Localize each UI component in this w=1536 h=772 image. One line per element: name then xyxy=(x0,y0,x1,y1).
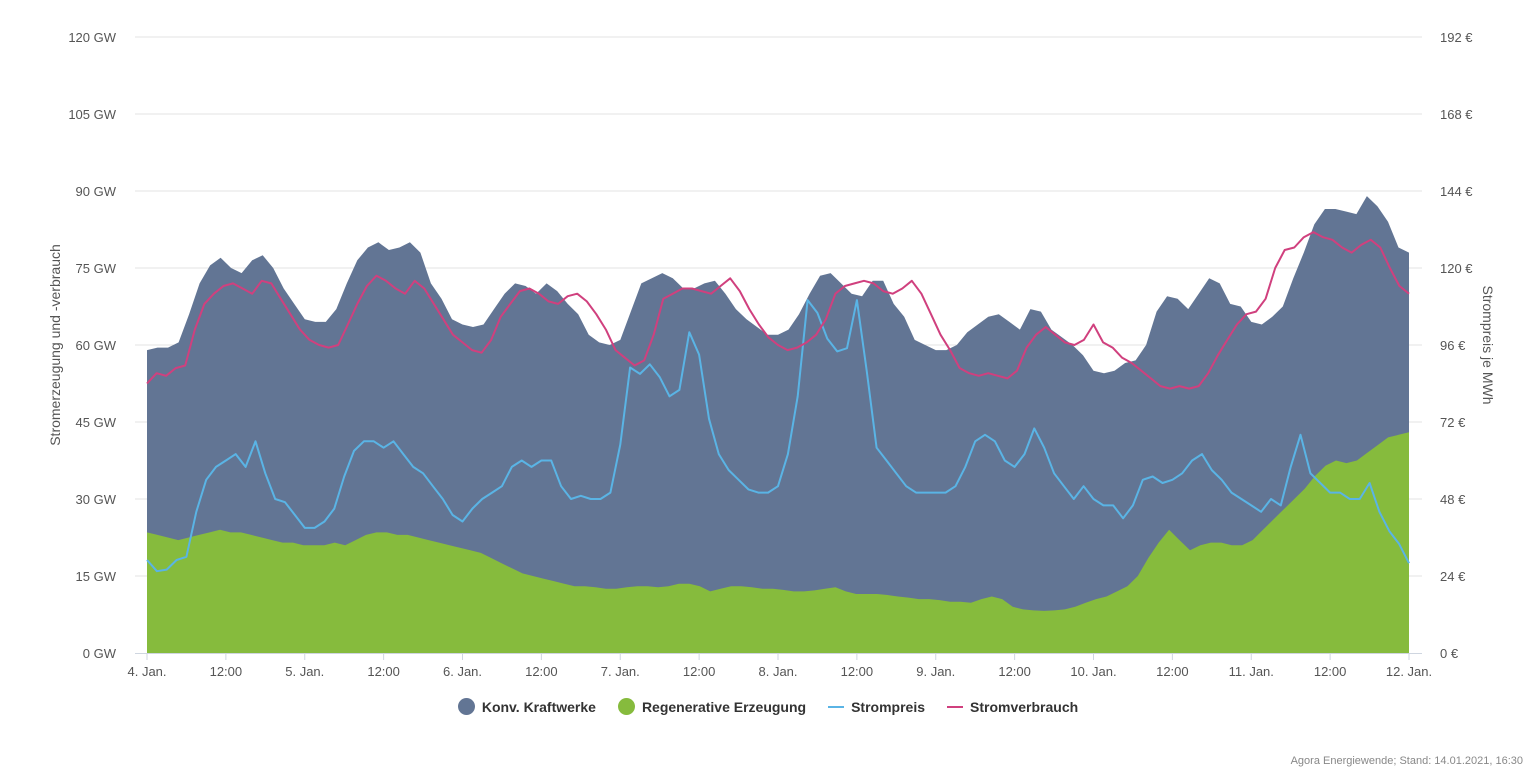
left-tick-label: 15 GW xyxy=(76,569,117,584)
x-tick-label: 6. Jan. xyxy=(443,664,482,679)
right-axis-ticks: 0 € 24 € 48 € 72 € 96 € 120 € 144 € 168 € 192 € xyxy=(1440,30,1473,661)
x-tick-label: 12:00 xyxy=(367,664,400,679)
left-tick-label: 120 GW xyxy=(68,30,116,45)
x-axis-ticks: 4. Jan. 12:00 5. Jan. 12:00 6. Jan. 12:00 7. J… xyxy=(127,653,1432,679)
x-tick-label: 12:00 xyxy=(1314,664,1347,679)
right-tick-label: 0 € xyxy=(1440,646,1459,661)
x-tick-label: 10. Jan. xyxy=(1070,664,1116,679)
x-tick-label: 12:00 xyxy=(683,664,716,679)
right-tick-label: 96 € xyxy=(1440,338,1466,353)
x-tick-label: 12:00 xyxy=(210,664,243,679)
left-axis-ticks: 0 GW 15 GW 30 GW 45 GW 60 GW 75 GW 90 GW 105 GW… xyxy=(68,30,116,661)
left-tick-label: 90 GW xyxy=(76,184,117,199)
area-konv-kraftwerke xyxy=(147,196,1409,653)
x-tick-label: 7. Jan. xyxy=(601,664,640,679)
legend-item-regenerative[interactable]: Regenerative Erzeugung xyxy=(617,698,807,715)
right-tick-label: 72 € xyxy=(1440,415,1466,430)
x-tick-label: 12:00 xyxy=(841,664,874,679)
x-tick-label: 12:00 xyxy=(1156,664,1189,679)
left-tick-label: 30 GW xyxy=(76,492,117,507)
left-tick-label: 75 GW xyxy=(76,261,117,276)
legend-item-strompreis[interactable]: Strompreis xyxy=(828,699,925,715)
legend-label-regenerative: Regenerative Erzeugung xyxy=(641,698,807,715)
area-regenerative-erzeugung xyxy=(147,432,1409,653)
right-tick-label: 120 € xyxy=(1440,261,1473,276)
legend-swatch-strompreis xyxy=(828,705,845,708)
right-tick-label: 168 € xyxy=(1440,107,1473,122)
left-tick-label: 45 GW xyxy=(76,415,117,430)
right-tick-label: 144 € xyxy=(1440,184,1473,199)
legend-swatch-konv xyxy=(457,698,475,715)
line-strompreis xyxy=(146,299,1410,573)
x-tick-label: 5. Jan. xyxy=(285,664,324,679)
source-credit: Agora Energiewende; Stand: 14.01.2021, 1… xyxy=(1290,755,1523,767)
right-tick-label: 24 € xyxy=(1440,569,1466,584)
left-tick-label: 105 GW xyxy=(68,107,116,122)
x-tick-label: 12:00 xyxy=(998,664,1031,679)
x-tick-label: 12. Jan. xyxy=(1386,664,1432,679)
x-tick-label: 4. Jan. xyxy=(127,664,166,679)
line-series xyxy=(146,231,1410,573)
legend-swatch-regenerative xyxy=(617,698,635,715)
right-axis-title: Strompreis je MWh xyxy=(1480,285,1496,404)
legend-item-stromverbrauch[interactable]: Stromverbrauch xyxy=(947,699,1078,715)
left-tick-label: 60 GW xyxy=(76,338,117,353)
legend-label-konv: Konv. Kraftwerke xyxy=(481,698,596,715)
legend-swatch-stromverbrauch xyxy=(947,705,964,708)
legend-label-stromverbrauch: Stromverbrauch xyxy=(970,698,1079,715)
line-stromverbrauch xyxy=(146,231,1410,390)
x-tick-label: 9. Jan. xyxy=(916,664,955,679)
chart-legend: Konv. Kraftwerke Regenerative Erzeugung … xyxy=(0,698,1536,715)
left-tick-label: 0 GW xyxy=(83,646,117,661)
right-tick-label: 192 € xyxy=(1440,30,1473,45)
right-tick-label: 48 € xyxy=(1440,492,1466,507)
x-tick-label: 12:00 xyxy=(525,664,558,679)
legend-item-konv[interactable]: Konv. Kraftwerke xyxy=(457,698,596,715)
left-axis-title: Stromerzeugung und -verbrauch xyxy=(47,244,63,446)
area-series xyxy=(147,196,1409,653)
x-tick-label: 8. Jan. xyxy=(758,664,797,679)
legend-label-strompreis: Strompreis xyxy=(851,698,926,715)
x-tick-label: 11. Jan. xyxy=(1229,664,1274,679)
